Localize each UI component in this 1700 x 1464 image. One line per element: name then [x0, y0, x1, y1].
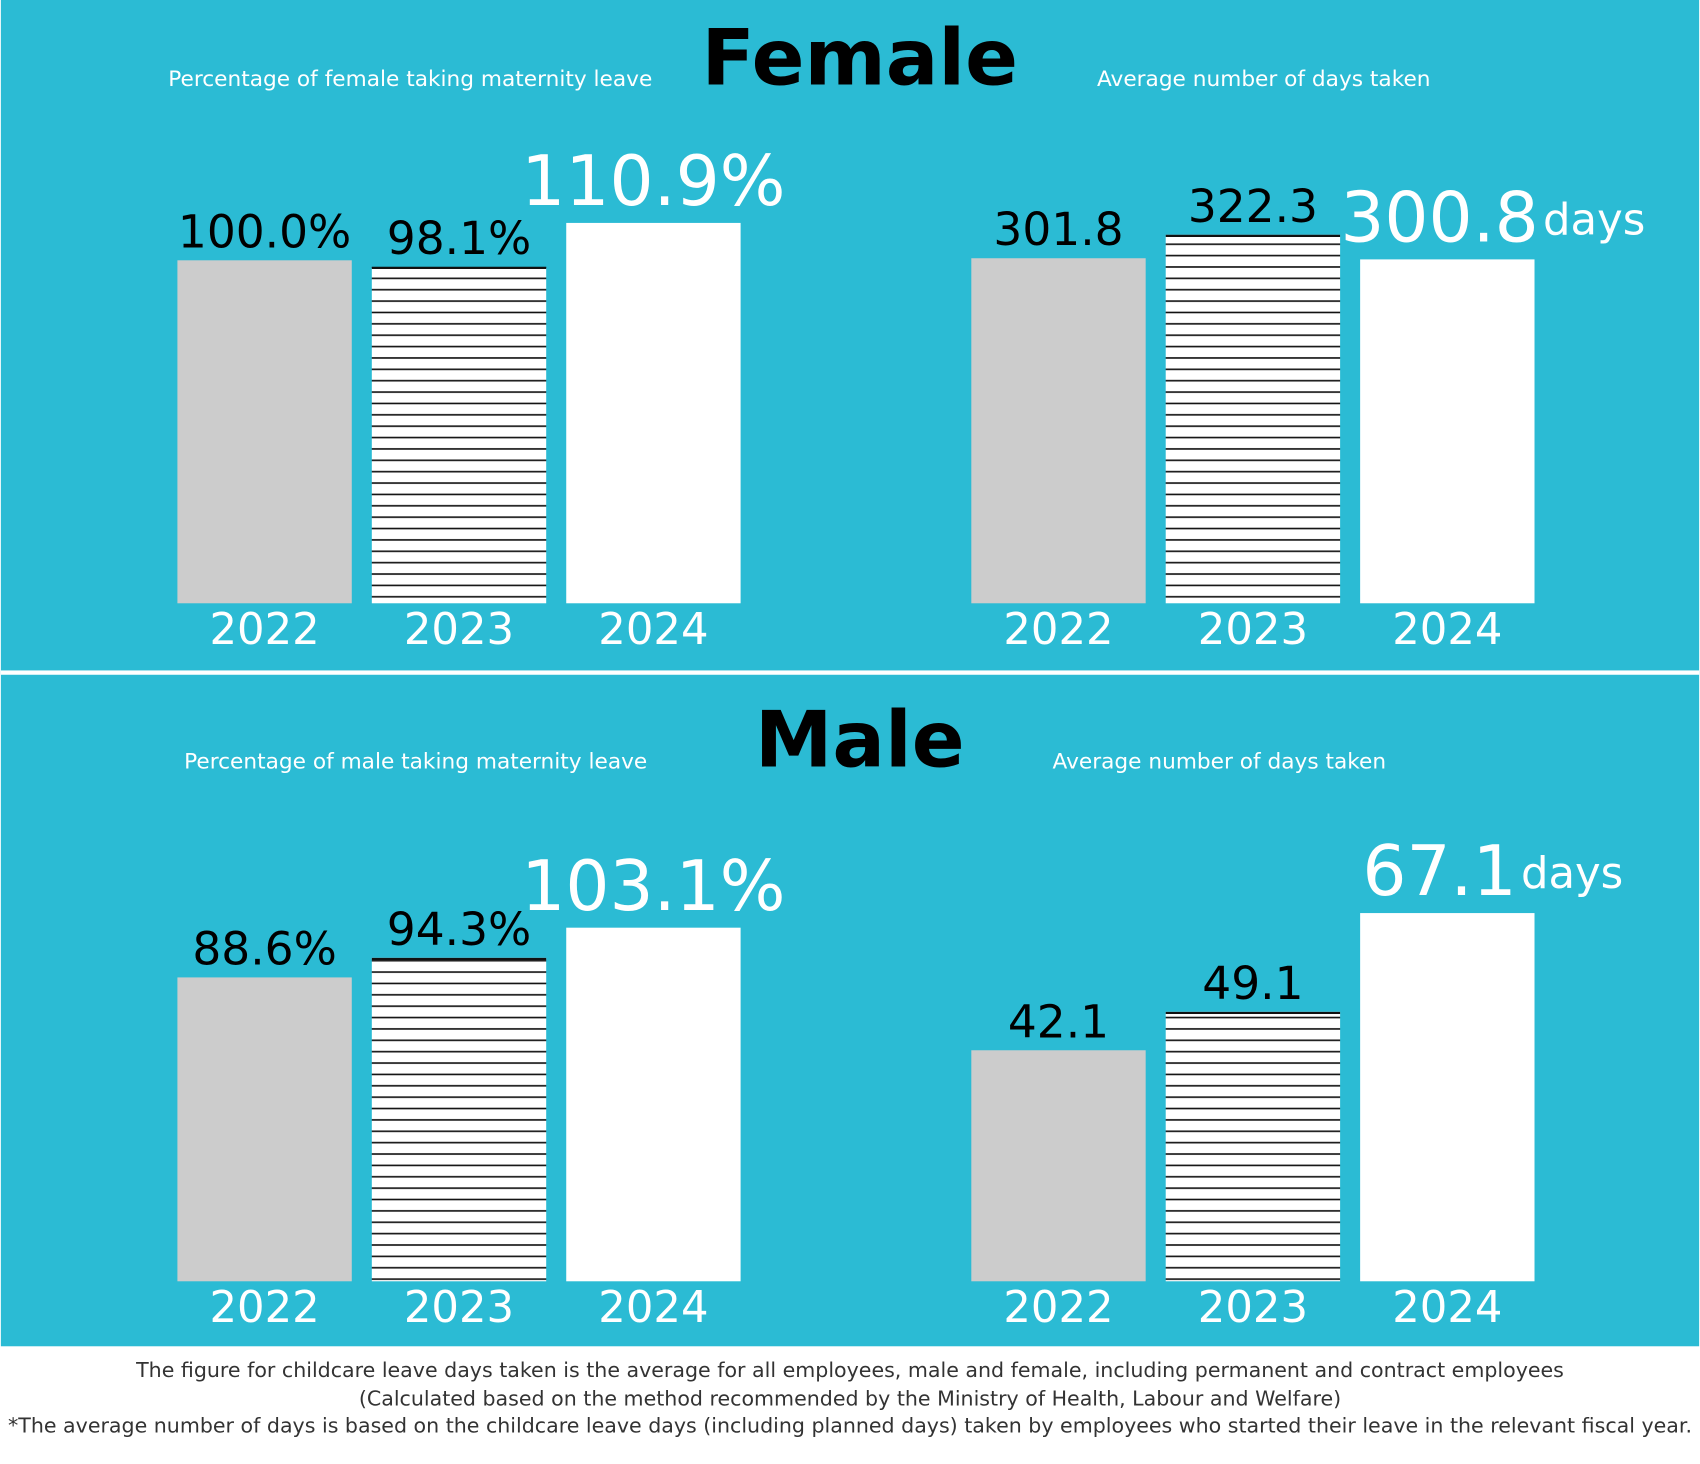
- value-label: 322.3: [1188, 179, 1318, 232]
- value-label: 94.3%: [387, 902, 531, 955]
- value-label-group: 301.8: [993, 203, 1123, 256]
- chart-subtitle: Percentage of male taking maternity leav…: [184, 749, 647, 774]
- value-label-group: 67.1 days: [1362, 832, 1623, 912]
- bar: [1360, 913, 1535, 1282]
- divider: [0, 670, 1700, 675]
- value-label: 88.6%: [192, 922, 336, 975]
- bar: [1360, 259, 1535, 604]
- value-label: 301.8: [993, 203, 1123, 256]
- value-label-group: 94.3%: [387, 902, 531, 955]
- x-tick-label: 2022: [209, 605, 319, 655]
- bar: [1165, 1011, 1341, 1282]
- bar: [1165, 234, 1341, 604]
- value-label: 110.9%: [521, 142, 785, 222]
- value-label-group: 322.3: [1188, 179, 1318, 232]
- section-heading: Female: [702, 13, 1018, 103]
- x-tick-label: 2023: [404, 605, 514, 655]
- footnote: (Calculated based on the method recommen…: [359, 1386, 1341, 1410]
- value-label: 103.1%: [521, 847, 785, 927]
- x-tick-label: 2024: [1392, 605, 1502, 655]
- chart-subtitle: Average number of days taken: [1053, 749, 1387, 774]
- value-label-group: 103.1%: [521, 847, 785, 927]
- value-label-group: 88.6%: [192, 922, 336, 975]
- x-tick-label: 2023: [1198, 1283, 1308, 1333]
- x-tick-label: 2022: [209, 1283, 319, 1333]
- value-label-group: 42.1: [1008, 995, 1109, 1048]
- chart-subtitle: Percentage of female taking maternity le…: [168, 67, 652, 92]
- value-label: 300.8: [1340, 179, 1538, 259]
- x-tick-label: 2022: [1003, 1283, 1113, 1333]
- value-label-group: 110.9%: [521, 142, 785, 222]
- value-label-group: 300.8 days: [1340, 179, 1645, 259]
- bar: [177, 977, 352, 1282]
- bar: [371, 957, 547, 1282]
- unit-label: days: [1521, 849, 1623, 899]
- footnote: The figure for childcare leave days take…: [135, 1358, 1564, 1382]
- value-label: 42.1: [1008, 995, 1109, 1048]
- unit-label: days: [1543, 195, 1645, 245]
- value-label: 98.1%: [387, 211, 531, 264]
- bar: [971, 1050, 1146, 1282]
- value-label-group: 49.1: [1202, 956, 1303, 1009]
- value-label: 100.0%: [178, 205, 351, 258]
- x-tick-label: 2024: [598, 1283, 708, 1333]
- x-tick-label: 2023: [404, 1283, 514, 1333]
- value-label: 49.1: [1202, 956, 1303, 1009]
- x-tick-label: 2023: [1198, 605, 1308, 655]
- chart-subtitle: Average number of days taken: [1097, 67, 1431, 92]
- bar: [371, 266, 547, 604]
- x-tick-label: 2024: [1392, 1283, 1502, 1333]
- value-label-group: 98.1%: [387, 211, 531, 264]
- bar: [971, 258, 1146, 604]
- bar: [566, 927, 741, 1282]
- value-label: 67.1: [1362, 832, 1516, 912]
- bar: [177, 260, 352, 604]
- x-tick-label: 2024: [598, 605, 708, 655]
- value-label-group: 100.0%: [178, 205, 351, 258]
- x-tick-label: 2022: [1003, 605, 1113, 655]
- bar: [566, 222, 741, 604]
- footnote: *The average number of days is based on …: [8, 1413, 1692, 1437]
- section-heading: Male: [755, 696, 965, 786]
